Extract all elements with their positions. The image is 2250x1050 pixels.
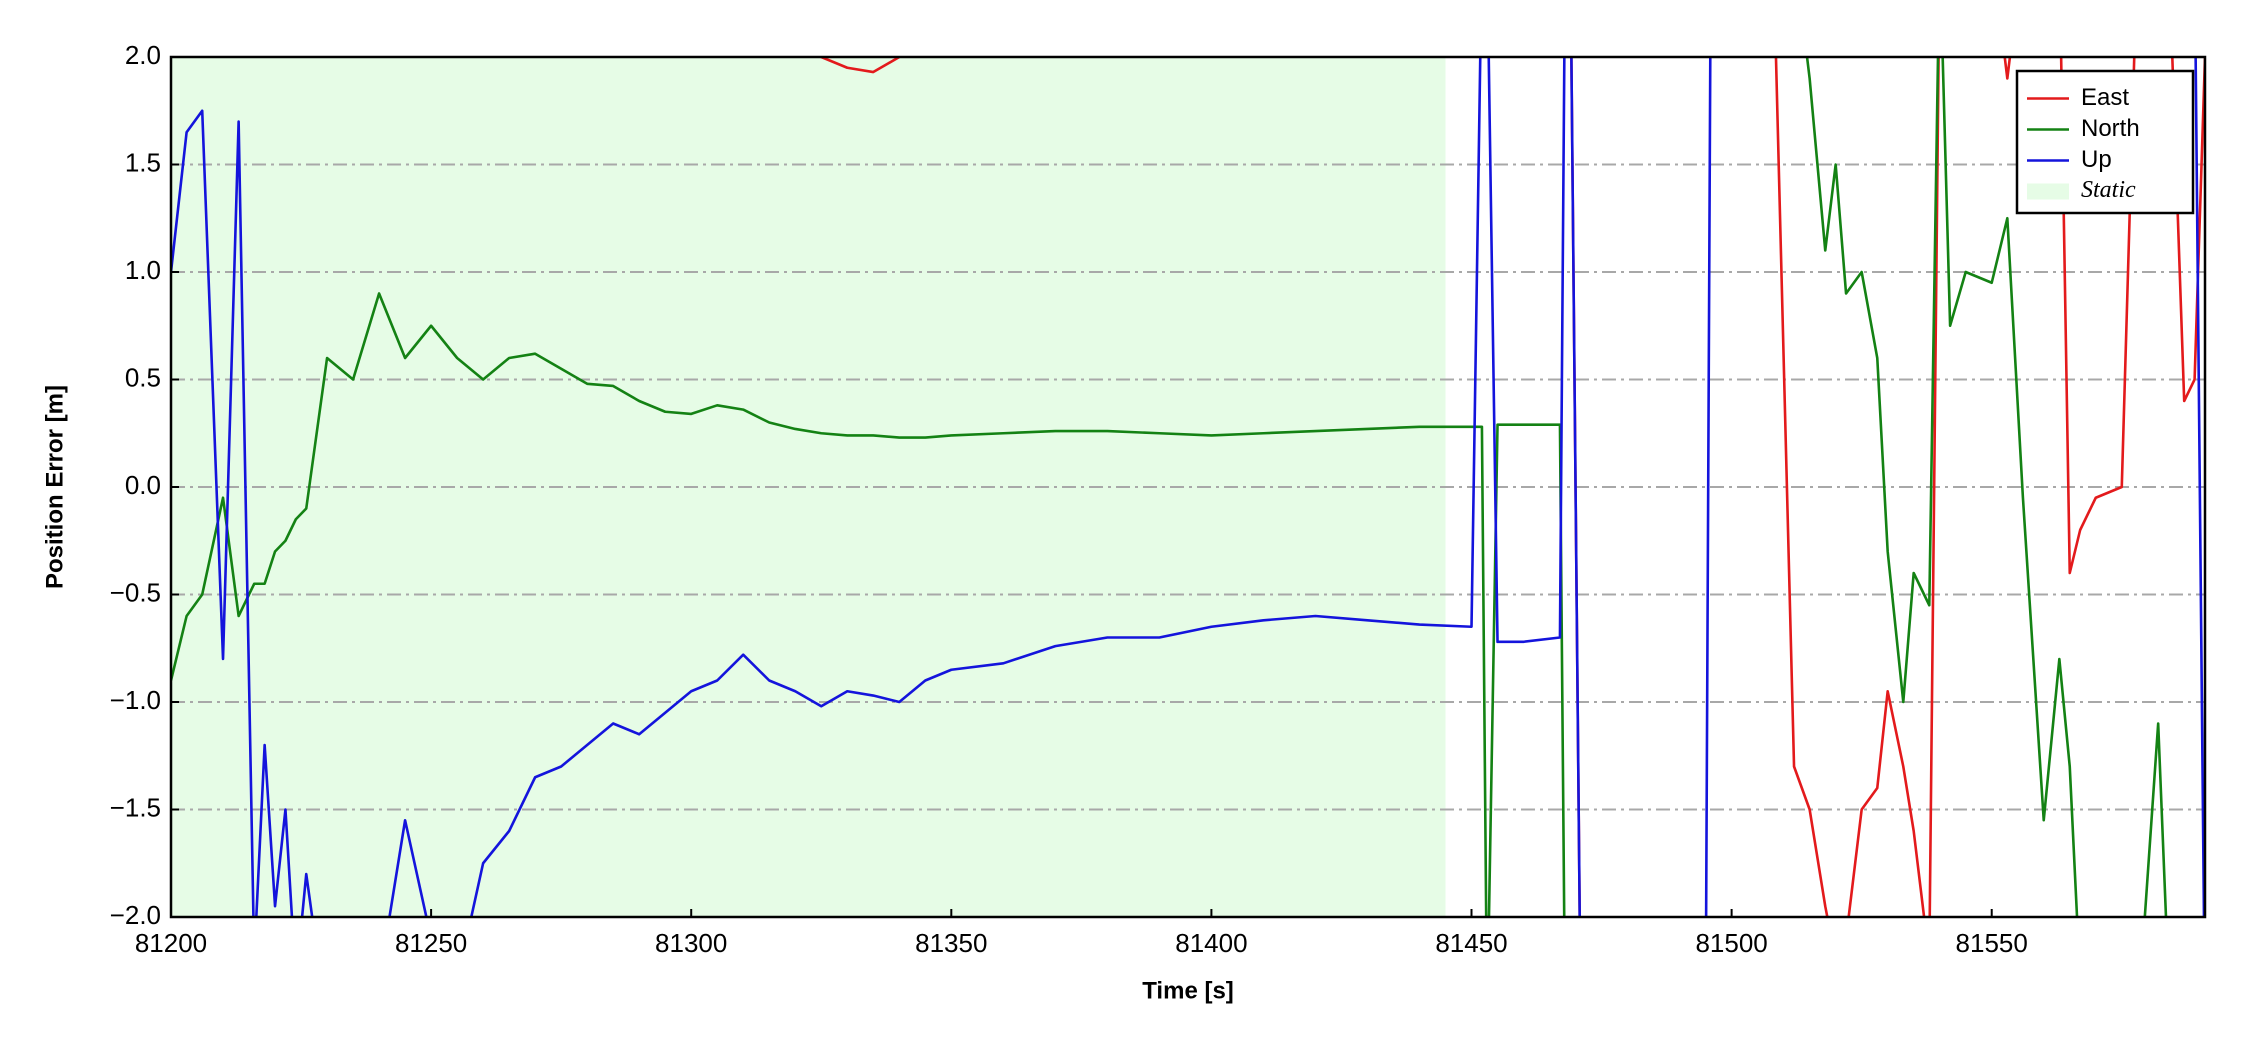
axes: −2.0 −1.5 −1.0 −0.5 0.0 0.5 1.0 1.5 2.0 81200 8125… <box>110 40 2207 958</box>
x-tick-label: 81400 <box>1175 928 1247 958</box>
series-line <box>171 292 1566 917</box>
x-tick-label: 81250 <box>395 928 467 958</box>
legend: East North Up Static <box>2015 69 2195 215</box>
y-tick-label: 2.0 <box>125 40 161 70</box>
y-tick-label: −1.0 <box>110 685 161 715</box>
y-tick-label: 1.5 <box>125 147 161 177</box>
x-tick-label: 81500 <box>1695 928 1767 958</box>
series-line <box>1805 57 2168 917</box>
legend-label: North <box>2081 115 2140 142</box>
y-tick-label: 0.5 <box>125 362 161 392</box>
y-tick-label: −2.0 <box>110 900 161 930</box>
legend-swatch <box>2027 183 2069 200</box>
series-line <box>171 57 2205 917</box>
plot-frame <box>169 55 2207 919</box>
y-tick-label: 0.0 <box>125 470 161 500</box>
y-axis-label: Position Error [m] <box>41 385 68 589</box>
x-tick-label: 81350 <box>915 928 987 958</box>
y-tick-label: −1.5 <box>110 792 161 822</box>
y-tick-label: −0.5 <box>110 577 161 607</box>
x-axis-label: Time [s] <box>1142 977 1234 1004</box>
x-tick-label: 81550 <box>1956 928 2028 958</box>
x-tick-label: 81450 <box>1435 928 1507 958</box>
x-tick-label: 81200 <box>135 928 207 958</box>
legend-label: Up <box>2081 146 2112 173</box>
x-tick-label: 81300 <box>655 928 727 958</box>
legend-label: East <box>2081 84 2129 111</box>
legend-label: Static <box>2081 177 2136 203</box>
y-tick-label: 1.0 <box>125 255 161 285</box>
